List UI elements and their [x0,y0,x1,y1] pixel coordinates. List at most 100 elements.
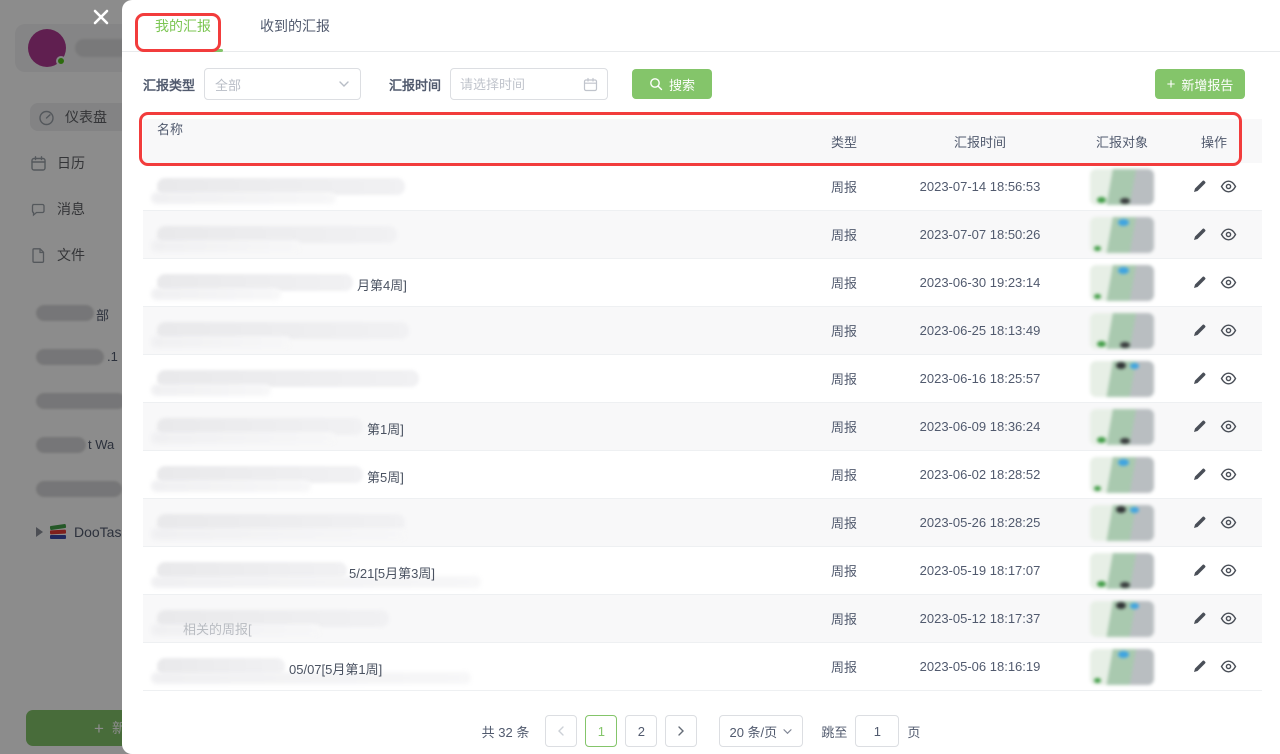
edit-icon[interactable] [1191,658,1208,675]
sidebar-item-files[interactable]: 文件 [30,241,122,269]
report-name-redacted [157,658,285,675]
search-button[interactable]: 搜索 [632,69,713,99]
operations-cell [1166,418,1262,435]
add-report-button[interactable]: + 新增报告 [1155,69,1245,99]
operations-cell [1166,274,1262,291]
edit-icon[interactable] [1191,226,1208,243]
page-button-2[interactable]: 2 [625,715,658,747]
edit-icon[interactable] [1191,514,1208,531]
sidebar-item-dashboard[interactable]: 仪表盘 [30,103,122,131]
next-page-button[interactable] [665,715,698,747]
view-icon[interactable] [1220,658,1237,675]
view-icon[interactable] [1220,226,1237,243]
view-icon[interactable] [1220,322,1237,339]
table-row[interactable]: 周报 2023-07-14 18:56:53 [143,163,1262,211]
view-icon[interactable] [1220,514,1237,531]
dashboard-icon [38,109,55,126]
user-card[interactable] [15,24,122,72]
expand-triangle-icon[interactable] [36,527,43,537]
table-row[interactable]: 周报 2023-05-26 18:28:25 [143,499,1262,547]
sidebar-item-dootask[interactable]: DooTask [36,523,122,540]
report-target-cell [1078,312,1166,349]
search-label: 搜索 [669,77,696,93]
chevron-down-icon [338,80,350,88]
target-avatars-redacted [1090,600,1154,637]
operations-cell [1166,370,1262,387]
message-icon [30,201,47,218]
report-time-picker[interactable] [450,68,609,100]
jump-to-input[interactable] [855,715,900,747]
report-time-cell: 2023-06-02 18:28:52 [919,467,1041,482]
edit-icon[interactable] [1191,178,1208,195]
project-name-redacted [36,437,86,453]
operations-cell [1166,514,1262,531]
project-item[interactable] [36,481,122,497]
report-name-cell: 05/07[5月第1周] [143,643,806,690]
report-target-cell [1078,264,1166,301]
report-time-cell: 2023-06-25 18:13:49 [919,323,1041,338]
view-icon[interactable] [1220,418,1237,435]
tab-received-reports[interactable]: 收到的汇报 [260,18,330,34]
column-header-time: 汇报时间 [953,134,1006,150]
report-time-input[interactable] [460,76,571,92]
project-item[interactable]: 部 [36,305,122,323]
report-name-redacted [157,514,405,531]
view-icon[interactable] [1220,370,1237,387]
report-type-select[interactable]: 全部 [204,68,362,100]
report-target-cell [1078,504,1166,541]
reports-table: 名称 类型 汇报时间 汇报对象 操作 周报 2023-07-14 18:56:5… [143,119,1262,691]
report-type-cell: 周报 [830,276,857,291]
report-name-redacted [157,178,405,195]
table-row[interactable]: 相关的周报[ 周报 2023-05-12 18:17:37 [143,595,1262,643]
view-icon[interactable] [1220,562,1237,579]
calendar-icon [583,77,598,92]
avatar[interactable] [28,29,66,67]
edit-icon[interactable] [1191,562,1208,579]
table-row[interactable]: 5/21[5月第3周] 周报 2023-05-19 18:17:07 [143,547,1262,595]
edit-icon[interactable] [1191,466,1208,483]
project-item[interactable]: .1 [36,349,122,365]
prev-page-button[interactable] [545,715,578,747]
project-list: 部 .1 t Wa [36,305,122,525]
table-row[interactable]: 周报 2023-06-16 18:25:57 [143,355,1262,403]
report-type-value: 全部 [215,77,242,93]
edit-icon[interactable] [1191,418,1208,435]
page-size-select[interactable]: 20 条/页 [719,715,804,747]
operations-cell [1166,466,1262,483]
target-avatars-redacted [1090,648,1154,685]
report-type-cell: 周报 [830,420,857,435]
view-icon[interactable] [1220,610,1237,627]
report-type-cell: 周报 [830,180,857,195]
edit-icon[interactable] [1191,322,1208,339]
report-type-cell: 周报 [830,516,857,531]
table-row[interactable]: 05/07[5月第1周] 周报 2023-05-06 18:16:19 [143,643,1262,691]
table-row[interactable]: 月第4周] 周报 2023-06-30 19:23:14 [143,259,1262,307]
sidebar-item-label: 仪表盘 [65,109,107,125]
view-icon[interactable] [1220,178,1237,195]
close-button[interactable] [88,4,114,30]
project-item[interactable]: t Wa [36,437,122,453]
sidebar-item-calendar[interactable]: 日历 [30,149,122,177]
page-button-1[interactable]: 1 [585,715,618,747]
report-name-redacted-tail [151,384,271,396]
sidebar: 仪表盘 日历 消息 文件 部 .1 [0,0,122,754]
project-item[interactable] [36,393,122,409]
calendar-icon [30,155,47,172]
new-project-button[interactable]: + 新建项目 [26,710,122,746]
report-name-cell: 相关的周报[ [143,595,806,642]
view-icon[interactable] [1220,274,1237,291]
tab-my-reports[interactable]: 我的汇报 [155,18,211,34]
sidebar-item-messages[interactable]: 消息 [30,195,122,223]
report-time-cell: 2023-07-14 18:56:53 [919,179,1041,194]
table-row[interactable]: 周报 2023-07-07 18:50:26 [143,211,1262,259]
project-name-redacted [36,481,122,497]
edit-icon[interactable] [1191,370,1208,387]
report-time-cell: 2023-05-06 18:16:19 [919,659,1041,674]
table-row[interactable]: 第1周] 周报 2023-06-09 18:36:24 [143,403,1262,451]
project-name-fragment: t Wa [88,437,115,452]
view-icon[interactable] [1220,466,1237,483]
table-row[interactable]: 周报 2023-06-25 18:13:49 [143,307,1262,355]
edit-icon[interactable] [1191,274,1208,291]
table-row[interactable]: 第5周] 周报 2023-06-02 18:28:52 [143,451,1262,499]
edit-icon[interactable] [1191,610,1208,627]
